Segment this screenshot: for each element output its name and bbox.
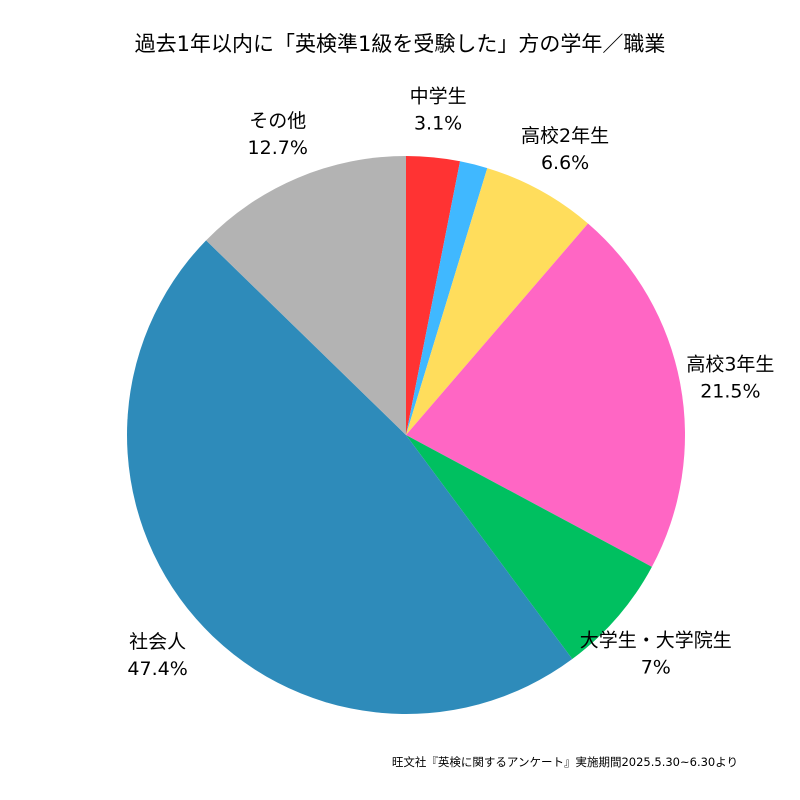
slice-label-7: その他 [249, 110, 306, 132]
slice-label-5: 大学生・大学院生 [580, 630, 732, 652]
pie-slice-4 [406, 223, 685, 567]
slice-label-4: 高校3年生 [686, 354, 774, 376]
slice-value-5: 7% [641, 657, 671, 679]
slice-value-3: 6.6% [541, 152, 589, 174]
slice-value-6: 47.4% [127, 658, 187, 680]
slice-value-4: 21.5% [700, 381, 760, 403]
pie-labels: 中学生 3.1% 高校2年生 6.6% 高校3年生 21.5% 大学生・大学院生 7% 社会人 4… [127, 86, 774, 681]
slice-label-1: 中学生 [410, 86, 467, 108]
slice-label-6: 社会人 [129, 631, 186, 653]
pie-slice-7 [206, 156, 406, 435]
pie-slice-1 [406, 156, 461, 435]
source-note: 旺文社『英検に関するアンケート』実施期間2025.5.30~6.30より [391, 755, 738, 769]
slice-value-1: 3.1% [414, 113, 462, 135]
pie-slice-5 [406, 435, 652, 660]
slice-label-3: 高校2年生 [521, 125, 609, 147]
pie-slice-2 [406, 161, 488, 436]
slice-value-7: 12.7% [248, 137, 308, 159]
pie-slices [127, 156, 685, 714]
chart-title: 過去1年以内に「英検準1級を受験した」方の学年／職業 [134, 32, 666, 56]
pie-slice-6 [127, 240, 573, 714]
pie-slice-3 [406, 168, 589, 435]
